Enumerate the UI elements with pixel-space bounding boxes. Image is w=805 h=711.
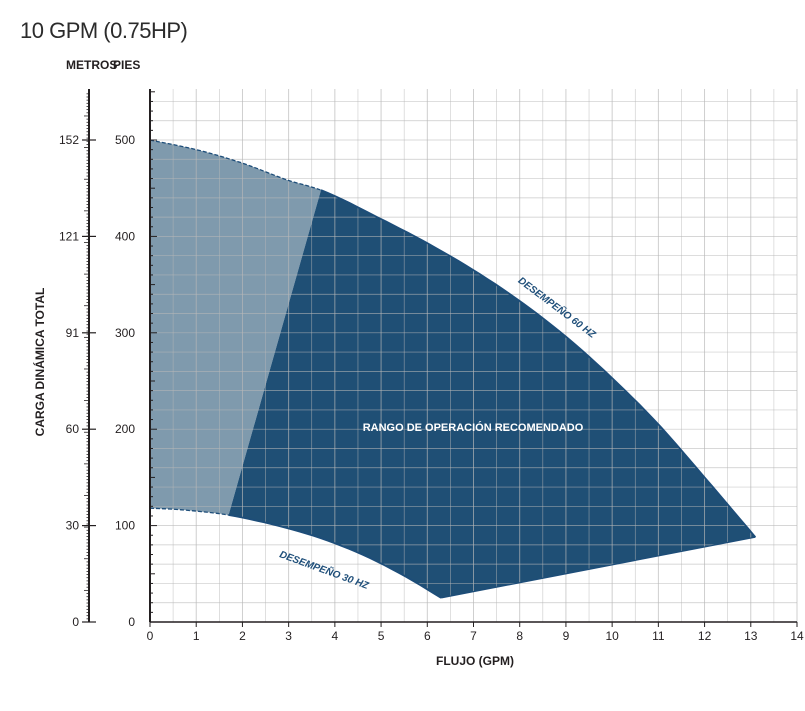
y-tick-label-feet: 0 — [128, 615, 135, 629]
y-tick-label-meters: 121 — [59, 229, 79, 243]
x-tick-label: 7 — [470, 629, 477, 643]
region-label: RANGO DE OPERACIÓN RECOMENDADO — [363, 421, 584, 434]
y-tick-label-meters: 0 — [72, 615, 79, 629]
feet-unit-header: PIES — [113, 58, 141, 72]
x-tick-label: 10 — [605, 629, 619, 643]
x-tick-label: 13 — [744, 629, 758, 643]
chart-title: 10 GPM (0.75HP) — [20, 18, 188, 43]
x-tick-label: 6 — [424, 629, 431, 643]
y-tick-label-feet: 100 — [115, 519, 135, 533]
x-tick-label: 8 — [516, 629, 523, 643]
x-tick-label: 12 — [698, 629, 712, 643]
max-flow-boundary-line — [441, 536, 756, 599]
x-tick-label: 1 — [193, 629, 200, 643]
y-axis-title: CARGA DINÁMICA TOTAL — [32, 288, 47, 437]
y-tick-label-meters: 91 — [66, 326, 80, 340]
x-tick-label: 2 — [239, 629, 246, 643]
x-axis-title: FLUJO (GPM) — [436, 654, 514, 668]
x-tick-label: 4 — [332, 629, 339, 643]
x-tick-label: 9 — [563, 629, 570, 643]
y-tick-label-feet: 500 — [115, 133, 135, 147]
y-tick-label-feet: 200 — [115, 422, 135, 436]
y-tick-label-meters: 152 — [59, 133, 79, 147]
x-tick-label: 11 — [652, 629, 665, 643]
x-tick-label: 5 — [378, 629, 385, 643]
y-tick-label-feet: 400 — [115, 229, 135, 243]
curve-60hz — [320, 189, 757, 538]
y-tick-label-meters: 30 — [66, 519, 80, 533]
extended-operating-region — [150, 140, 321, 515]
curve-30hz — [228, 514, 442, 599]
x-tick-label: 3 — [285, 629, 292, 643]
meters-unit-header: METROS — [66, 58, 118, 72]
y-tick-label-feet: 300 — [115, 326, 135, 340]
curve-30hz-dashed — [149, 507, 229, 516]
x-tick-label: 14 — [790, 629, 804, 643]
y-tick-label-meters: 60 — [66, 422, 80, 436]
recommended-operating-region — [228, 190, 756, 598]
x-tick-label: 0 — [147, 629, 154, 643]
